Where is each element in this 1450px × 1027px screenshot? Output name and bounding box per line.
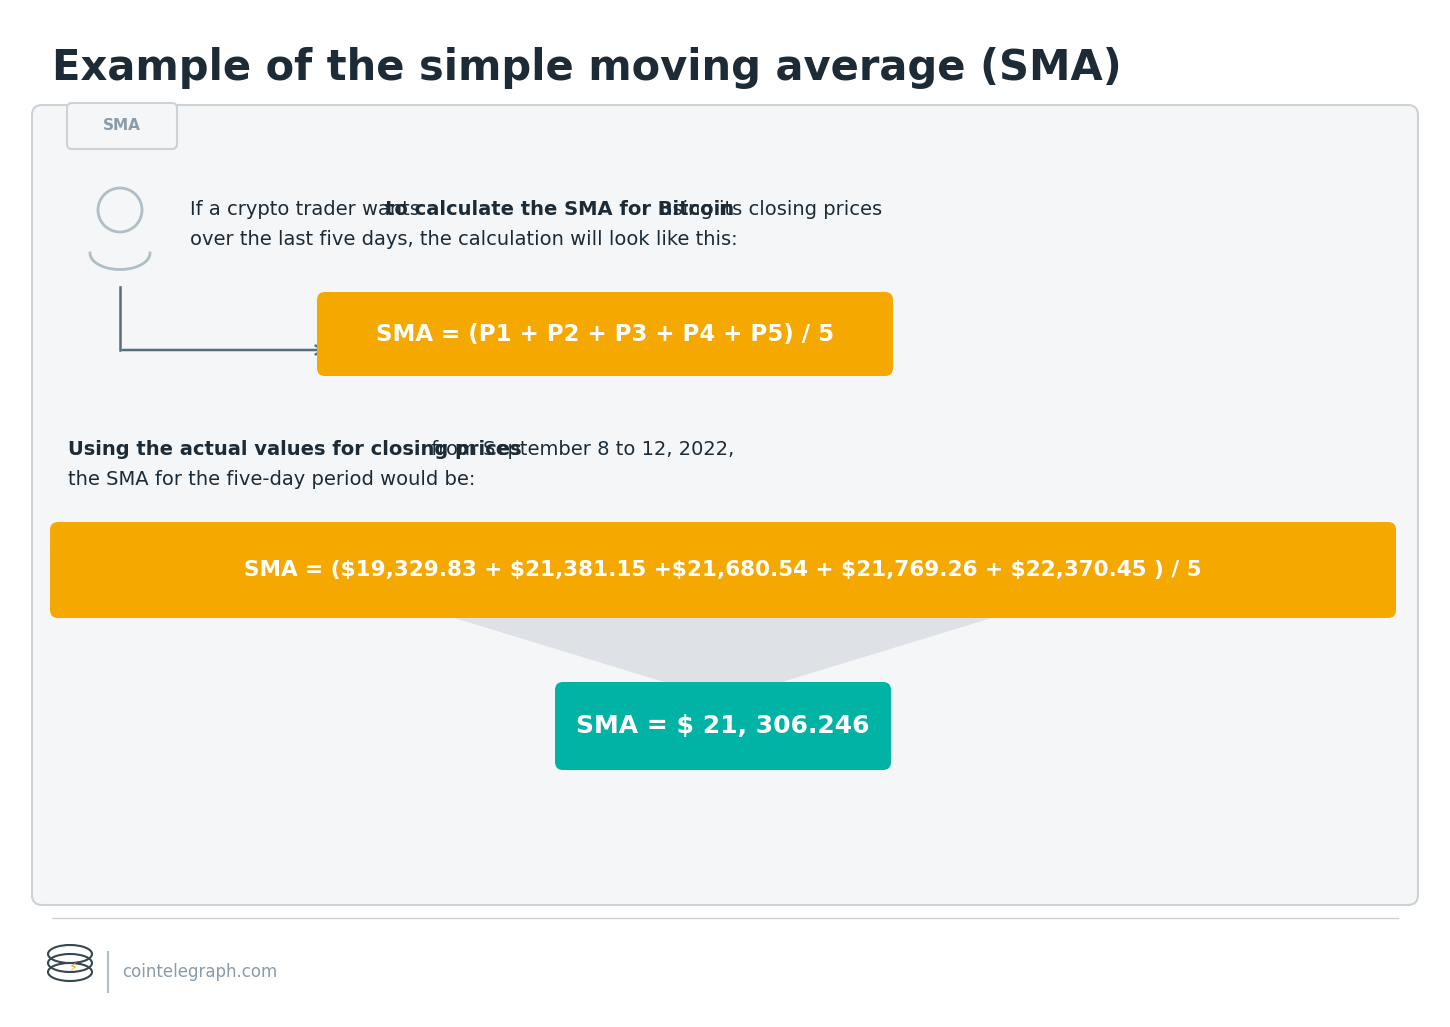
Text: the SMA for the five-day period would be:: the SMA for the five-day period would be… [68, 470, 476, 489]
Text: Using the actual values for closing prices: Using the actual values for closing pric… [68, 440, 522, 459]
Text: cointelegraph.com: cointelegraph.com [122, 963, 277, 981]
Text: SMA: SMA [103, 118, 141, 134]
FancyBboxPatch shape [67, 103, 177, 149]
Text: using its closing prices: using its closing prices [654, 200, 882, 219]
Text: to calculate the SMA for Bitcoin: to calculate the SMA for Bitcoin [386, 200, 734, 219]
Text: Example of the simple moving average (SMA): Example of the simple moving average (SM… [52, 47, 1122, 89]
Text: If a crypto trader wants: If a crypto trader wants [190, 200, 426, 219]
FancyBboxPatch shape [555, 682, 890, 770]
Polygon shape [428, 610, 1018, 700]
Text: ⚡: ⚡ [68, 960, 77, 974]
FancyBboxPatch shape [318, 292, 893, 376]
FancyBboxPatch shape [49, 522, 1396, 618]
FancyBboxPatch shape [32, 105, 1418, 905]
Text: SMA = ($19,329.83 + $21,381.15 +$21,680.54 + $21,769.26 + $22,370.45 ) / 5: SMA = ($19,329.83 + $21,381.15 +$21,680.… [244, 560, 1202, 580]
Text: SMA = $ 21, 306.246: SMA = $ 21, 306.246 [576, 714, 870, 738]
Text: from September 8 to 12, 2022,: from September 8 to 12, 2022, [425, 440, 734, 459]
Text: SMA = (P1 + P2 + P3 + P4 + P5) / 5: SMA = (P1 + P2 + P3 + P4 + P5) / 5 [376, 322, 834, 345]
Text: over the last five days, the calculation will look like this:: over the last five days, the calculation… [190, 230, 738, 249]
